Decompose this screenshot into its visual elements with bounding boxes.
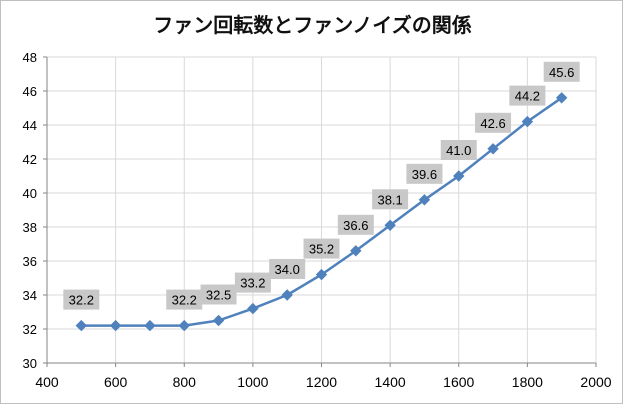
y-tick-label: 34	[23, 288, 37, 303]
y-tick-label: 44	[23, 118, 37, 133]
y-tick-label: 38	[23, 220, 37, 235]
data-point-marker	[487, 143, 499, 155]
x-tick-label: 1200	[306, 374, 337, 390]
y-tick-label: 46	[23, 84, 37, 99]
data-label: 35.2	[309, 242, 334, 257]
data-label-box	[372, 189, 409, 210]
tick-labels: 400 600 800 1000 1200 1400 1600 1800 2000 30 32 34 3…	[23, 50, 612, 390]
data-label: 44.2	[515, 89, 540, 104]
data-label-box	[63, 289, 100, 310]
data-point-marker	[453, 170, 465, 182]
x-tick-label: 800	[173, 374, 197, 390]
x-tick-label: 400	[35, 374, 59, 390]
y-tick-label: 40	[23, 186, 37, 201]
data-label: 34.0	[275, 262, 300, 277]
data-point-marker	[281, 289, 293, 301]
y-tick-label: 42	[23, 152, 37, 167]
data-label-box	[303, 238, 340, 259]
x-tick-label: 600	[104, 374, 128, 390]
data-label-box	[543, 61, 580, 82]
data-label-box	[166, 289, 203, 310]
data-label: 38.1	[377, 192, 402, 207]
data-label-box	[234, 272, 271, 293]
series-group	[75, 92, 568, 332]
data-label: 32.2	[172, 293, 197, 308]
data-point-marker	[555, 92, 568, 104]
axes	[43, 56, 597, 367]
data-point-marker	[521, 115, 534, 128]
y-tick-label: 30	[23, 356, 37, 371]
data-label: 39.6	[412, 167, 437, 182]
x-tick-label: 1800	[512, 374, 543, 390]
data-label-box	[337, 214, 374, 235]
data-point-marker	[247, 302, 259, 315]
data-label: 33.2	[240, 276, 265, 291]
data-label-box	[200, 284, 237, 305]
x-tick-label: 1400	[375, 374, 406, 390]
data-label-box	[269, 259, 306, 279]
data-label-box	[509, 85, 546, 106]
data-point-marker	[384, 219, 396, 232]
data-label: 32.5	[206, 288, 231, 303]
y-tick-label: 48	[23, 50, 37, 65]
y-tick-label: 36	[23, 254, 37, 269]
data-point-marker	[144, 319, 156, 332]
data-label: 36.6	[343, 218, 368, 233]
chart-title: ファン回転数とファンノイズの関係	[153, 13, 472, 37]
data-labels-group: 32.2 32.2 32.5 33.2 34.0 35.2 36.6 38.1 39.6 41.0…	[63, 61, 580, 310]
data-point-marker	[109, 319, 122, 332]
data-point-marker	[75, 319, 88, 332]
x-tick-label: 2000	[580, 374, 611, 390]
data-label-box	[440, 140, 477, 160]
y-tick-label: 32	[23, 322, 37, 337]
data-point-marker	[418, 194, 431, 206]
data-point-marker	[178, 319, 190, 332]
data-label: 32.2	[69, 293, 94, 308]
data-label: 41.0	[446, 143, 471, 158]
data-point-marker	[350, 245, 362, 257]
data-label: 45.6	[549, 65, 574, 80]
x-tick-label: 1000	[237, 374, 268, 390]
data-point-marker	[315, 268, 328, 281]
data-label-box	[475, 112, 512, 133]
data-point-marker	[212, 314, 225, 327]
data-label-box	[406, 163, 443, 184]
x-tick-label: 1600	[443, 374, 474, 390]
data-label: 42.6	[480, 116, 505, 131]
